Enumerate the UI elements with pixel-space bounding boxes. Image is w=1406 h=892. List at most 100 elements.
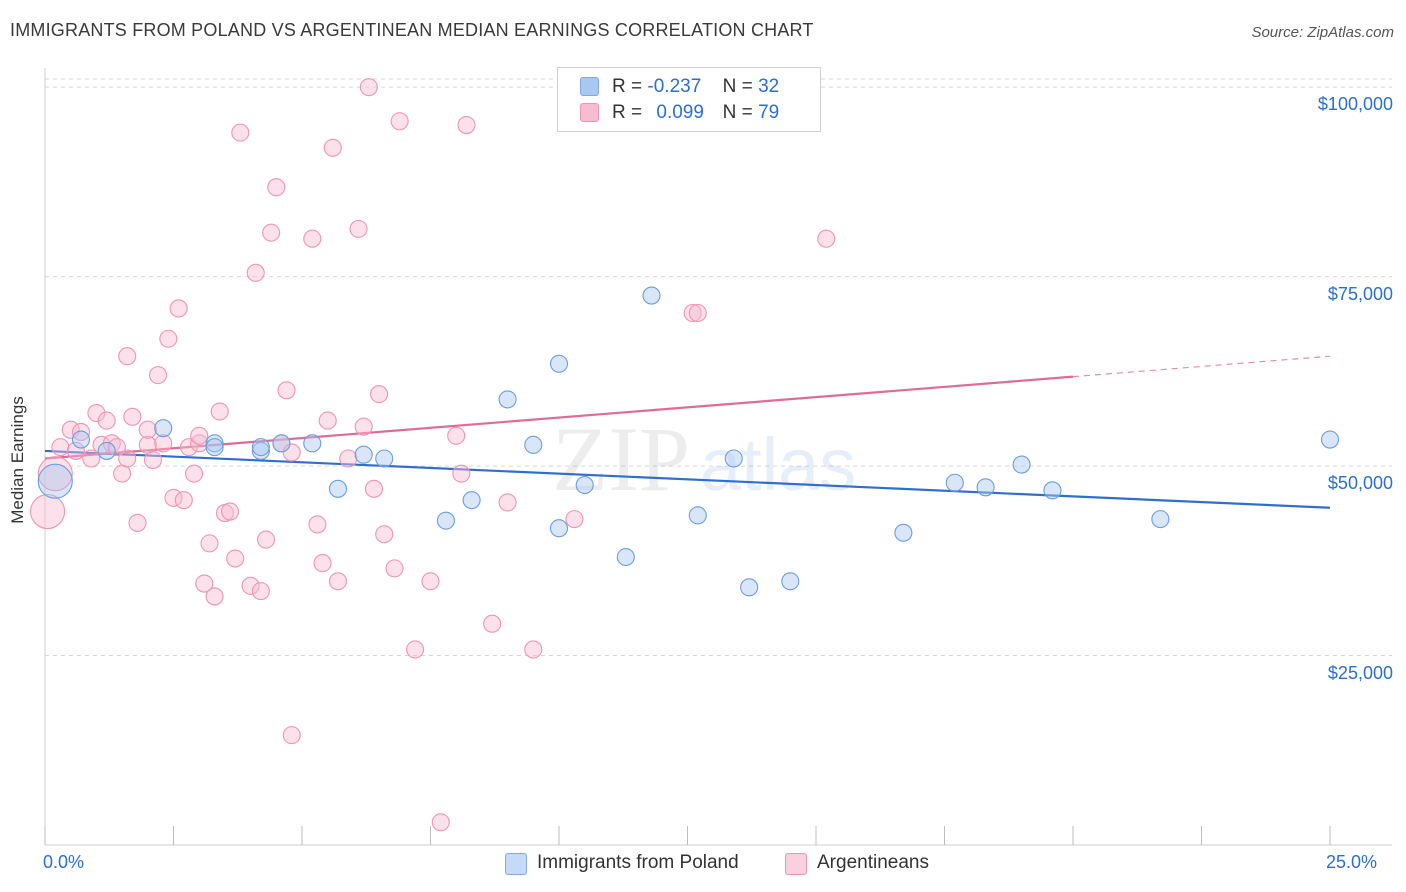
y-axis-label: Median Earnings	[8, 396, 27, 524]
point-argentineans-63	[406, 640, 425, 659]
point-argentineans-60	[375, 525, 394, 544]
legend-r-value-poland: -0.237	[647, 76, 702, 97]
point-argentineans-1	[37, 456, 73, 492]
point-argentineans-39	[246, 263, 265, 282]
legend-r-label: R =	[612, 102, 643, 123]
point-argentineans-55	[349, 219, 368, 238]
point-poland-22	[688, 506, 707, 525]
legend-n-label: N =	[722, 76, 753, 97]
point-argentineans-20	[149, 366, 168, 385]
point-argentineans-68	[457, 115, 476, 135]
point-poland-31	[1151, 510, 1170, 529]
point-poland-28	[976, 478, 995, 497]
point-argentineans-15	[123, 407, 142, 426]
point-poland-13	[436, 511, 455, 530]
point-poland-21	[642, 286, 661, 305]
point-argentineans-52	[323, 138, 342, 157]
point-poland-18	[575, 475, 594, 495]
point-argentineans-18	[138, 420, 157, 439]
point-poland-19	[549, 354, 569, 373]
point-argentineans-64	[421, 572, 440, 591]
point-argentineans-51	[318, 411, 337, 430]
point-argentineans-31	[200, 534, 219, 553]
point-argentineans-4	[66, 441, 85, 460]
point-argentineans-40	[251, 582, 270, 601]
point-argentineans-35	[220, 502, 240, 521]
point-argentineans-7	[87, 403, 106, 423]
points	[30, 78, 1340, 832]
point-poland-10	[251, 438, 270, 457]
point-argentineans-22	[159, 329, 178, 348]
trend-line-1	[44, 375, 1074, 460]
point-argentineans-6	[82, 449, 101, 468]
point-argentineans-61	[385, 559, 404, 578]
point-argentineans-54	[339, 449, 358, 468]
point-argentineans-65	[431, 813, 450, 832]
point-argentineans-13	[118, 347, 137, 366]
point-argentineans-21	[154, 434, 173, 453]
point-poland-30	[1043, 481, 1062, 500]
point-argentineans-36	[226, 549, 245, 568]
point-argentineans-0	[30, 493, 66, 530]
bottom-legend-label-poland: Immigrants from Poland	[537, 852, 739, 873]
point-argentineans-42	[262, 223, 281, 242]
point-poland-29	[1012, 455, 1031, 474]
point-argentineans-26	[179, 438, 198, 457]
watermark-atlas: atlas	[700, 423, 856, 506]
point-poland-27	[945, 473, 964, 492]
point-poland-4	[205, 434, 224, 453]
trend-line-0	[44, 449, 1331, 509]
point-argentineans-71	[524, 640, 543, 659]
legend-n-value-poland: 32	[758, 76, 780, 97]
watermark-zip: ZIP	[552, 408, 690, 510]
legend-r-value-argentineans: 0.099	[656, 102, 704, 123]
point-argentineans-48	[303, 229, 322, 248]
point-poland-2	[97, 441, 116, 460]
point-argentineans-43	[267, 178, 286, 197]
point-argentineans-30	[195, 574, 214, 593]
point-poland-25	[781, 572, 800, 591]
point-poland-3	[154, 419, 173, 438]
point-argentineans-46	[282, 443, 301, 462]
point-argentineans-53	[328, 572, 348, 591]
point-argentineans-29	[190, 426, 209, 445]
point-argentineans-2	[51, 438, 70, 457]
point-argentineans-14	[118, 449, 137, 468]
legend-swatch-argentineans	[580, 103, 599, 122]
point-argentineans-66	[447, 426, 466, 445]
point-poland-7	[272, 434, 291, 453]
point-argentineans-32	[205, 587, 224, 606]
point-argentineans-33	[210, 402, 229, 421]
point-poland-32	[1320, 430, 1340, 449]
axes	[44, 68, 1392, 846]
x-tick-label-max: 25.0%	[1326, 852, 1378, 872]
point-poland-8	[303, 434, 322, 453]
point-poland-16	[524, 435, 543, 454]
point-poland-9	[354, 445, 373, 464]
y-tick-label-0: $25,000	[1327, 662, 1393, 683]
point-poland-26	[894, 523, 913, 542]
point-argentineans-28	[190, 434, 209, 453]
legend-swatch-poland	[580, 77, 599, 96]
point-argentineans-67	[452, 464, 471, 483]
point-poland-23	[724, 449, 743, 468]
point-argentineans-47	[282, 726, 301, 745]
point-poland-24	[740, 578, 759, 597]
point-argentineans-70	[498, 493, 517, 512]
point-argentineans-69	[483, 614, 502, 633]
trend-line-extension-1	[1072, 355, 1331, 378]
point-argentineans-74	[688, 303, 707, 323]
point-poland-11	[328, 479, 348, 498]
point-argentineans-9	[97, 411, 116, 430]
point-argentineans-45	[277, 381, 296, 400]
point-argentineans-56	[354, 417, 373, 436]
bottom-legend-swatch-argentineans	[785, 853, 807, 875]
y-tick-label-2: $75,000	[1327, 283, 1393, 304]
point-argentineans-12	[113, 464, 132, 483]
point-argentineans-49	[308, 515, 327, 534]
point-argentineans-58	[364, 479, 384, 498]
point-argentineans-19	[143, 450, 162, 470]
x-tick-label-min: 0.0%	[43, 852, 85, 872]
point-argentineans-75	[817, 229, 836, 248]
point-poland-15	[498, 390, 517, 409]
